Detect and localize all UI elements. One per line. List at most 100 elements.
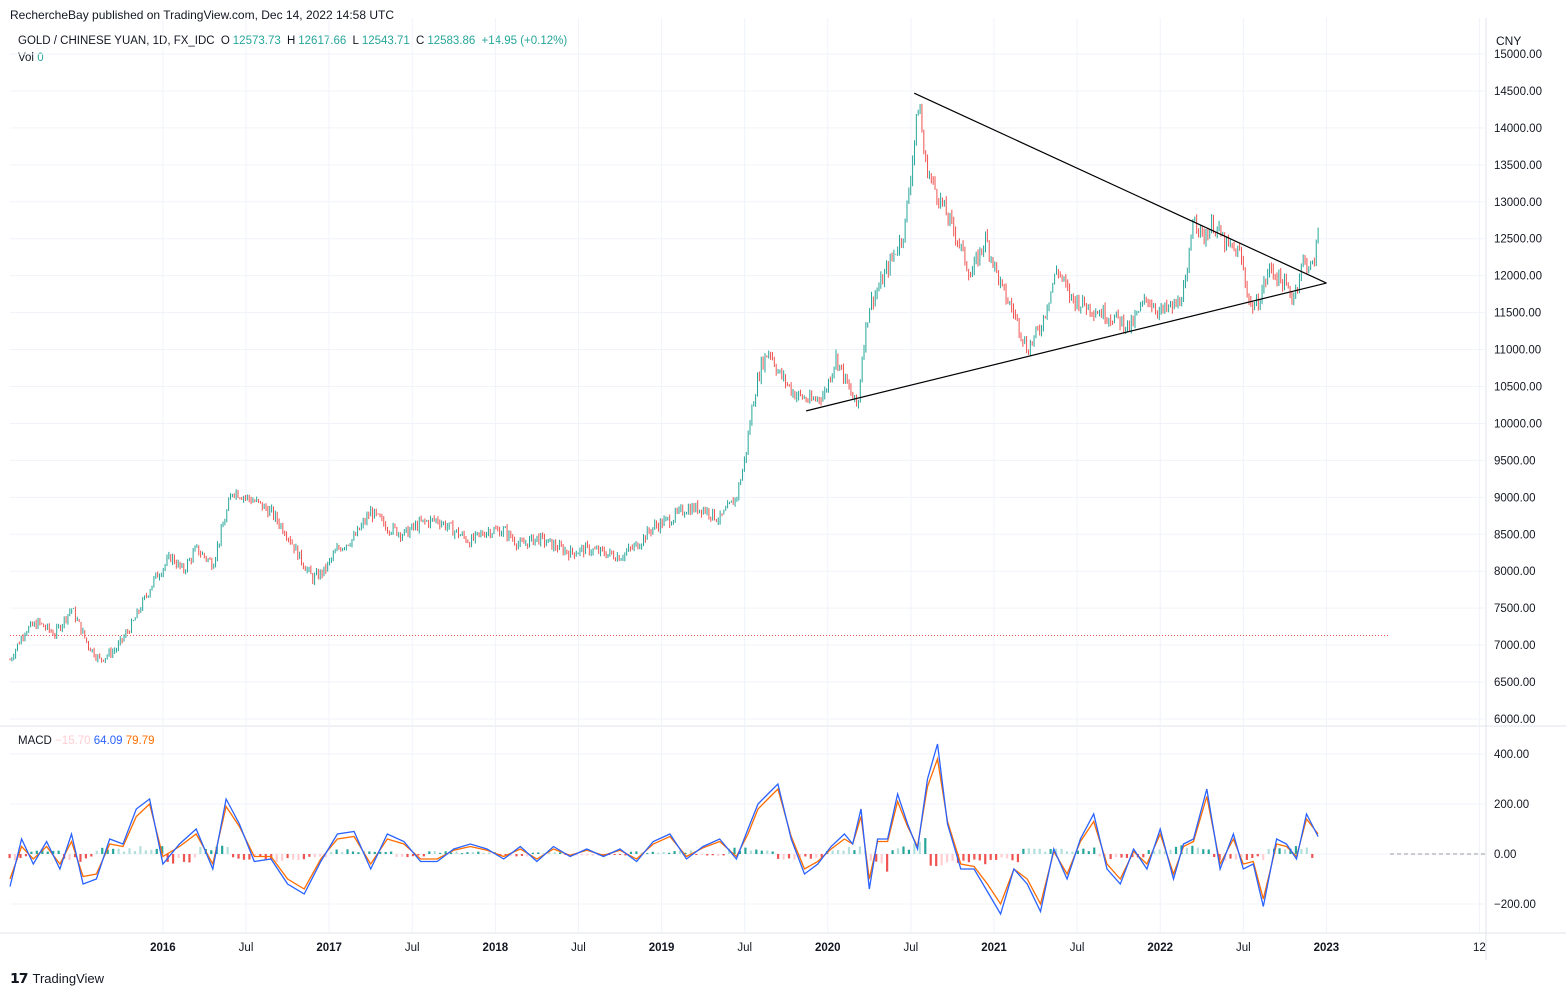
macd-histogram-bar xyxy=(995,854,998,860)
macd-histogram-bar xyxy=(41,849,44,854)
macd-histogram-bar xyxy=(711,854,714,856)
macd-histogram-bar xyxy=(73,854,77,858)
macd-histogram-bar xyxy=(1262,854,1265,861)
macd-histogram-bar xyxy=(417,854,420,856)
macd-histogram-bar xyxy=(384,852,387,854)
macd-histogram-bar xyxy=(951,854,954,861)
macd-label[interactable]: MACD xyxy=(18,735,52,747)
macd-histogram-bar xyxy=(537,852,540,854)
time-tick-label: 12 xyxy=(1473,942,1486,954)
macd-histogram-bar xyxy=(68,854,71,861)
macd-histogram-bar xyxy=(237,854,240,859)
macd-histogram-bar xyxy=(90,854,93,857)
macd-histogram-bar xyxy=(1022,848,1025,854)
macd-histogram-bar xyxy=(1098,854,1101,857)
macd-histogram-bar xyxy=(657,852,660,854)
footer-brand[interactable]: TradingView xyxy=(32,971,105,986)
price-tick-label: 14500.00 xyxy=(1494,86,1542,98)
macd-histogram-bar xyxy=(188,854,191,863)
price-tick-label: 7500.00 xyxy=(1494,603,1536,615)
macd-histogram-bar xyxy=(771,851,774,854)
price-tick-label: 8000.00 xyxy=(1494,566,1536,578)
macd-histogram-bar xyxy=(128,848,131,854)
macd-histogram-bar xyxy=(488,852,491,854)
macd-histogram-bar xyxy=(106,849,109,854)
macd-histogram-bar xyxy=(281,854,284,861)
macd-histogram-bar xyxy=(324,854,327,858)
macd-histogram-bar xyxy=(1120,854,1123,858)
macd-histogram-bar xyxy=(330,851,333,854)
macd-histogram-bar xyxy=(24,854,28,857)
macd-histogram-bar xyxy=(1174,846,1178,854)
macd-histogram-bar xyxy=(395,854,398,858)
macd-histogram-bar xyxy=(297,854,300,861)
macd-histogram-bar xyxy=(286,854,289,859)
macd-histogram-bar xyxy=(117,848,120,854)
macd-histogram-bar xyxy=(668,852,671,854)
volume-label[interactable]: Vol xyxy=(18,52,34,64)
time-tick-label: Jul xyxy=(239,942,254,954)
macd-histogram-bar xyxy=(640,852,643,854)
macd-histogram-bar xyxy=(444,851,447,854)
macd-histogram-bar xyxy=(482,852,485,854)
low-value: 12543.71 xyxy=(361,35,410,47)
macd-histogram-bar xyxy=(635,851,638,854)
macd-signal-line xyxy=(9,756,1319,906)
macd-histogram-bar xyxy=(531,852,534,854)
macd-histogram-bar xyxy=(1104,854,1107,857)
change-value: +14.95 (+0.12%) xyxy=(481,35,568,47)
macd-histogram-bar xyxy=(651,851,654,854)
macd-histogram-bar xyxy=(439,852,442,854)
macd-histogram-bar xyxy=(515,854,518,857)
close-value: 12583.86 xyxy=(427,35,476,47)
macd-histogram-bar xyxy=(1207,849,1210,854)
macd-histogram-bar xyxy=(880,854,883,864)
macd-histogram-bar xyxy=(1125,854,1129,858)
tradingview-logo-icon[interactable]: 𝟭𝟳 xyxy=(10,970,29,986)
macd-histogram-bar xyxy=(662,852,665,854)
price-tick-label: 11000.00 xyxy=(1494,345,1541,357)
macd-histogram-bar xyxy=(1311,854,1314,858)
volume-value: 0 xyxy=(37,52,44,64)
macd-histogram-bar xyxy=(46,851,49,854)
volume-legend: Vol 0 xyxy=(18,52,44,64)
macd-histogram-bar xyxy=(793,854,796,860)
macd-histogram-bar xyxy=(313,854,316,858)
macd-histogram-bar xyxy=(368,851,371,854)
low-label: L xyxy=(352,35,359,47)
macd-histogram-bar xyxy=(526,854,529,857)
macd-histogram-bar xyxy=(1131,854,1134,857)
high-label: H xyxy=(286,35,296,47)
macd-histogram-bar xyxy=(144,850,147,854)
macd-histogram-bar xyxy=(161,846,164,854)
macd-histogram-bar xyxy=(924,838,927,854)
macd-histogram-bar xyxy=(259,854,262,857)
macd-histogram-bar xyxy=(1240,854,1243,857)
macd-histogram-bar xyxy=(1109,854,1112,860)
macd-signal-value: 79.79 xyxy=(125,735,155,747)
macd-histogram-bar xyxy=(319,854,322,857)
macd-histogram-bar xyxy=(428,851,431,854)
macd-histogram-bar xyxy=(199,847,202,854)
macd-histogram-bar xyxy=(1278,848,1281,854)
macd-histogram-bar xyxy=(842,850,845,854)
time-tick-label: 2020 xyxy=(815,942,841,954)
macd-histogram-bar xyxy=(973,854,976,860)
macd-histogram-bar xyxy=(1049,849,1052,854)
macd-histogram-bar xyxy=(122,851,126,854)
macd-histogram-bar xyxy=(379,851,382,854)
macd-histogram-bar xyxy=(1082,848,1085,854)
price-tick-label: 9500.00 xyxy=(1494,455,1536,467)
macd-histogram-bar xyxy=(449,852,453,854)
macd-histogram-bar xyxy=(591,854,594,856)
macd-histogram-bar xyxy=(918,841,921,854)
macd-histogram-bar xyxy=(1283,849,1287,854)
price-tick-label: 13000.00 xyxy=(1494,197,1542,209)
triangle-trendline xyxy=(806,282,1327,412)
footer: 𝟭𝟳 TradingView xyxy=(10,970,104,987)
macd-histogram-bar xyxy=(1038,848,1041,854)
macd-histogram-bar xyxy=(253,854,256,857)
macd-histogram-bar xyxy=(30,851,33,854)
symbol-title[interactable]: GOLD / CHINESE YUAN, 1D, FX_IDC xyxy=(18,35,215,47)
